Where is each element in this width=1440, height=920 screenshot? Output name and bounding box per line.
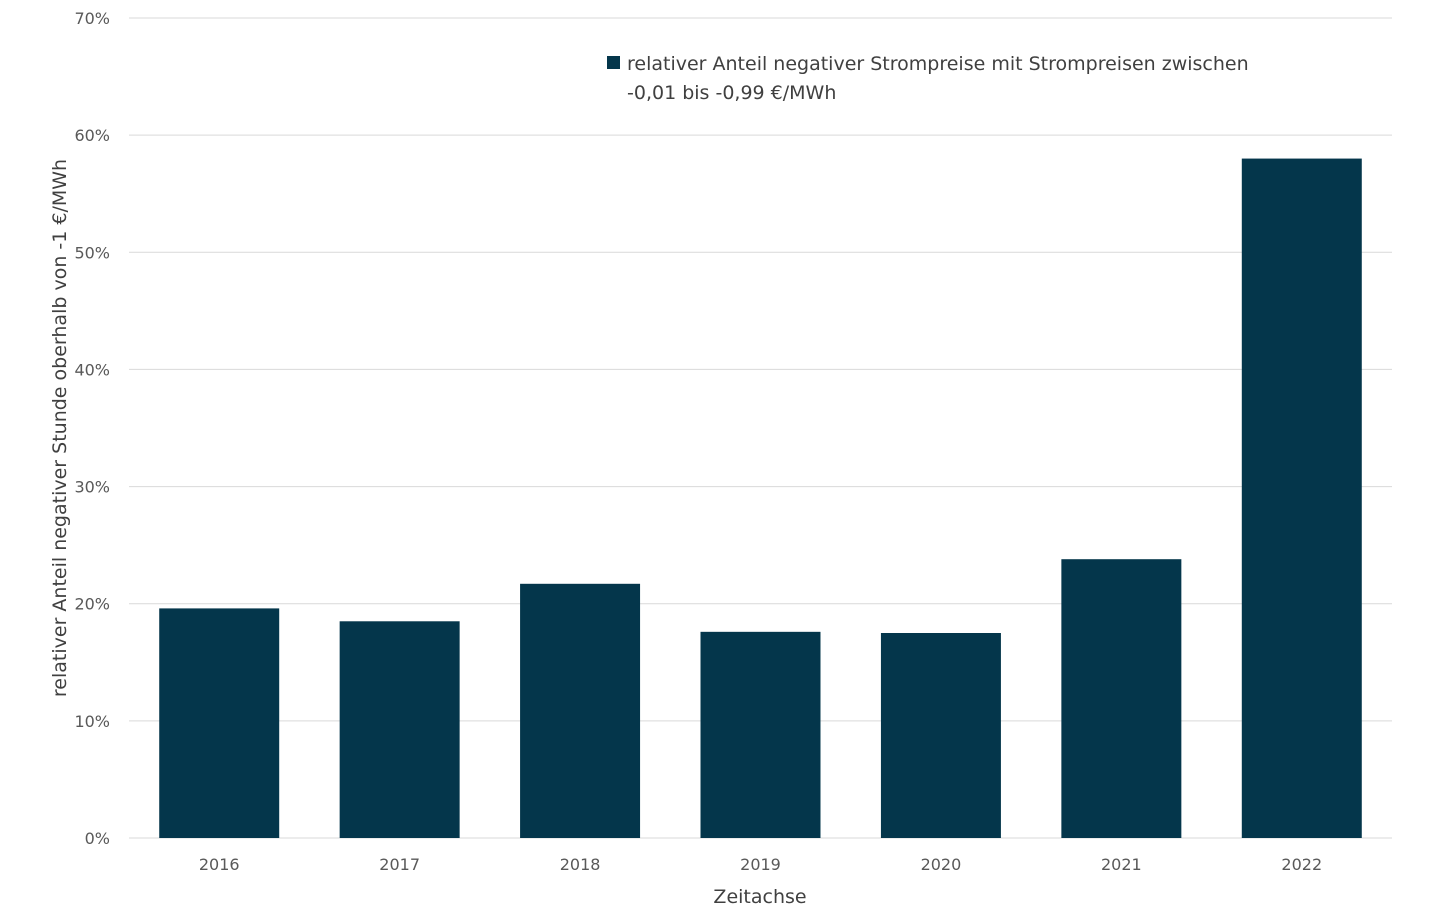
bar-2019 <box>700 631 821 838</box>
y-axis-ticks: 0% 10% 20% 30% 40% 50% 60% 70% <box>74 9 110 848</box>
x-tick-label: 2021 <box>1101 855 1142 874</box>
bar-2021 <box>1061 559 1182 838</box>
y-axis-title: relativer Anteil negativer Stunde oberha… <box>49 159 71 697</box>
legend-label-line-1: relativer Anteil negativer Strompreise m… <box>627 53 1249 75</box>
bar-2017 <box>339 621 460 838</box>
y-tick-label: 10% <box>74 712 110 731</box>
bar-2016 <box>159 608 280 838</box>
y-tick-label: 20% <box>74 595 110 614</box>
bars <box>159 158 1362 839</box>
x-tick-label: 2019 <box>740 855 781 874</box>
y-tick-label: 40% <box>74 360 110 379</box>
legend: relativer Anteil negativer Strompreise m… <box>607 53 1249 104</box>
legend-swatch <box>607 56 620 69</box>
x-tick-label: 2022 <box>1281 855 1322 874</box>
x-axis-title: Zeitachse <box>713 886 806 908</box>
gridlines <box>129 17 1392 839</box>
x-tick-label: 2018 <box>560 855 601 874</box>
y-tick-label: 60% <box>74 126 110 145</box>
bar-2022 <box>1241 158 1362 839</box>
y-tick-label: 70% <box>74 9 110 28</box>
y-tick-label: 0% <box>85 829 110 848</box>
legend-label-line-2: -0,01 bis -0,99 €/MWh <box>627 82 836 104</box>
x-tick-label: 2020 <box>921 855 962 874</box>
x-tick-label: 2016 <box>199 855 240 874</box>
x-axis-ticks: 2016 2017 2018 2019 2020 2021 2022 <box>199 855 1322 874</box>
y-tick-label: 50% <box>74 243 110 262</box>
bar-2018 <box>520 583 641 838</box>
bar-2020 <box>880 633 1001 838</box>
x-tick-label: 2017 <box>379 855 420 874</box>
y-tick-label: 30% <box>74 478 110 497</box>
